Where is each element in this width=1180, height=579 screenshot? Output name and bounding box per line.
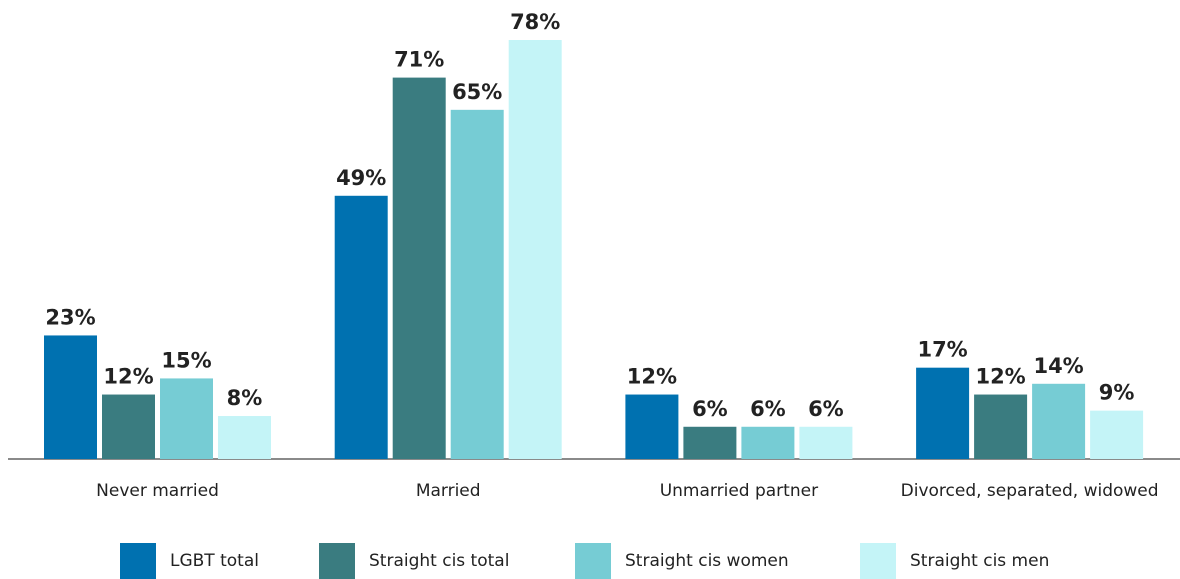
legend-label: LGBT total [170, 551, 259, 571]
legend-swatch [319, 543, 355, 579]
bar [508, 40, 562, 459]
bar [683, 426, 737, 459]
bar [392, 77, 446, 459]
data-label: 9% [1099, 381, 1135, 405]
legend-label: Straight cis total [369, 551, 509, 571]
bar [102, 394, 155, 459]
data-label: 65% [452, 80, 502, 104]
legend-swatch [860, 543, 896, 579]
legend-swatch [575, 543, 611, 579]
bar [450, 109, 504, 459]
category-label: Unmarried partner [660, 481, 818, 501]
data-label: 71% [394, 48, 444, 72]
bar [741, 426, 795, 459]
legend-swatch [120, 543, 156, 579]
data-label: 6% [692, 397, 728, 421]
bar [1090, 410, 1144, 459]
bar [218, 416, 271, 459]
data-label: 8% [227, 386, 263, 410]
data-label: 6% [808, 397, 844, 421]
bar [44, 335, 97, 459]
category-label: Never married [96, 481, 219, 501]
bar [1032, 383, 1086, 459]
data-label: 23% [45, 305, 95, 329]
data-label: 12% [627, 365, 677, 389]
category-label: Married [416, 481, 481, 501]
bar [916, 367, 970, 459]
bar [799, 426, 853, 459]
data-label: 78% [510, 10, 560, 34]
data-label: 12% [975, 365, 1025, 389]
bar [974, 394, 1028, 459]
data-label: 49% [336, 166, 386, 190]
category-label: Divorced, separated, widowed [901, 481, 1159, 501]
bar [160, 378, 213, 459]
bar [334, 195, 388, 460]
data-label: 15% [161, 348, 211, 372]
data-label: 14% [1033, 354, 1083, 378]
legend-label: Straight cis men [910, 551, 1049, 571]
data-label: 6% [750, 397, 786, 421]
legend-label: Straight cis women [625, 551, 789, 571]
data-label: 12% [103, 365, 153, 389]
bar [625, 394, 679, 459]
data-label: 17% [917, 338, 967, 362]
